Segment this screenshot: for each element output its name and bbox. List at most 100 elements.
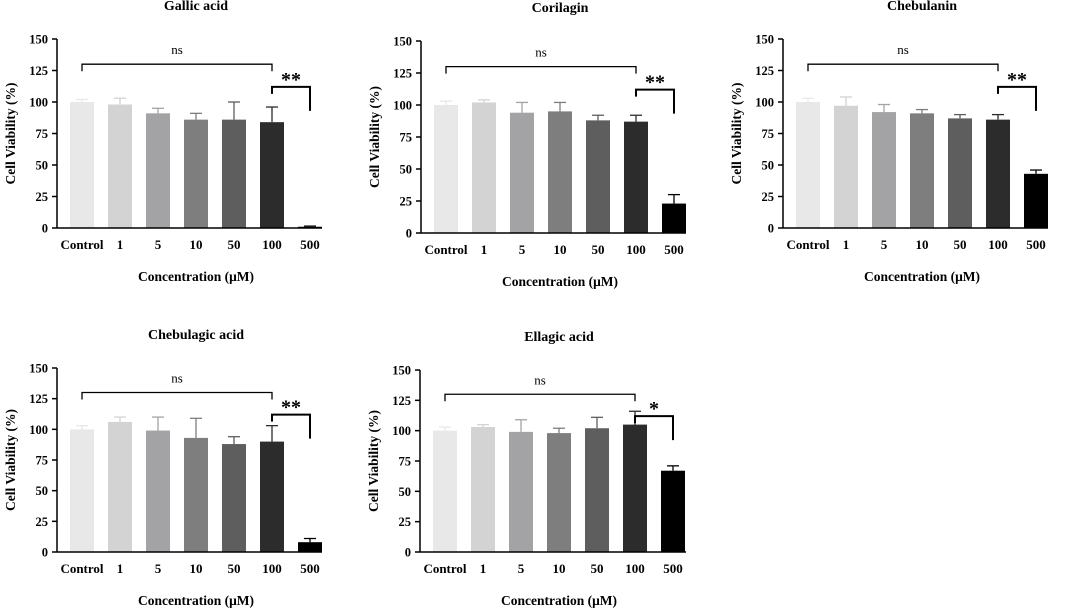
x-axis-label: Concentration (μM) [502, 274, 618, 289]
x-tick-label: Control [60, 561, 103, 576]
x-tick-label: 50 [228, 561, 241, 576]
y-tick-label: 100 [755, 96, 774, 110]
y-tick-label: 0 [406, 227, 412, 241]
y-tick-label: 25 [762, 190, 775, 204]
x-tick-label: 100 [625, 561, 645, 576]
x-tick-label: 5 [881, 237, 888, 252]
bar-10 [184, 119, 208, 228]
significance-bracket [635, 88, 675, 114]
significance-bracket [997, 85, 1037, 111]
bar-100 [624, 121, 648, 233]
bar-50 [222, 119, 246, 228]
chart-title: Corilagin [532, 1, 589, 16]
x-tick-label: 1 [117, 237, 124, 252]
y-tick-label: 100 [392, 424, 411, 438]
significance-label: ** [281, 397, 301, 419]
bar-Control [433, 430, 457, 552]
y-tick-label: 125 [29, 392, 48, 406]
significance-label: ** [1007, 69, 1027, 91]
significance-bracket [271, 85, 311, 111]
chart-title: Gallic acid [164, 0, 228, 14]
bar-1 [472, 102, 496, 233]
x-tick-label: Control [423, 561, 466, 576]
y-tick-label: 75 [400, 131, 413, 145]
y-axis-label: Cell Viability (%) [729, 83, 744, 185]
y-tick-label: 25 [36, 515, 49, 529]
x-tick-label: 100 [626, 242, 646, 257]
bar-500 [1024, 173, 1048, 228]
bar-1 [834, 105, 858, 228]
bar-1 [108, 104, 132, 228]
significance-bracket [634, 415, 674, 441]
x-tick-label: 500 [664, 242, 684, 257]
y-tick-label: 150 [755, 33, 774, 47]
y-axis-label: Cell Viability (%) [3, 409, 18, 511]
x-tick-label: 100 [262, 561, 282, 576]
bar-5 [146, 430, 170, 552]
significance-label: ns [171, 42, 183, 57]
y-tick-label: 75 [36, 127, 49, 141]
bar-50 [222, 444, 246, 552]
x-tick-label: Control [786, 237, 829, 252]
bar-10 [548, 111, 572, 233]
bar-Control [70, 102, 94, 228]
x-tick-label: 1 [117, 561, 124, 576]
bar-Control [70, 429, 94, 552]
x-tick-label: 1 [480, 561, 487, 576]
y-tick-label: 25 [399, 515, 412, 529]
x-tick-label: 10 [190, 561, 203, 576]
x-tick-label: Control [60, 237, 103, 252]
x-tick-label: 5 [155, 237, 162, 252]
y-tick-label: 0 [768, 222, 774, 236]
bar-10 [547, 433, 571, 552]
y-tick-label: 125 [755, 64, 774, 78]
y-tick-label: 150 [393, 35, 412, 49]
bar-Control [796, 102, 820, 228]
significance-bracket [807, 63, 999, 72]
x-axis-label: Concentration (μM) [864, 269, 980, 284]
x-tick-label: 50 [592, 242, 605, 257]
x-tick-label: 10 [916, 237, 929, 252]
significance-bracket [81, 391, 273, 400]
y-tick-label: 125 [392, 394, 411, 408]
significance-bracket [81, 63, 273, 72]
y-tick-label: 150 [392, 364, 411, 378]
bar-1 [471, 427, 495, 552]
x-tick-label: 50 [228, 237, 241, 252]
y-tick-label: 75 [762, 127, 775, 141]
x-tick-label: 10 [190, 237, 203, 252]
x-tick-label: 5 [518, 561, 525, 576]
y-tick-label: 50 [762, 159, 775, 173]
y-tick-label: 50 [399, 485, 412, 499]
y-tick-label: 25 [400, 195, 413, 209]
y-tick-label: 75 [36, 454, 49, 468]
y-tick-label: 25 [36, 190, 49, 204]
bar-5 [146, 113, 170, 228]
y-axis-label: Cell Viability (%) [3, 83, 18, 185]
x-tick-label: 5 [155, 561, 162, 576]
x-tick-label: 500 [300, 237, 320, 252]
x-tick-label: 100 [262, 237, 282, 252]
y-tick-label: 0 [42, 222, 48, 236]
x-tick-label: 100 [988, 237, 1008, 252]
y-tick-label: 100 [393, 99, 412, 113]
y-tick-label: 125 [393, 67, 412, 81]
y-tick-label: 75 [399, 455, 412, 469]
y-tick-label: 100 [29, 423, 48, 437]
significance-label: ns [535, 45, 547, 60]
bar-5 [872, 112, 896, 228]
y-tick-label: 150 [29, 362, 48, 376]
y-tick-label: 50 [400, 163, 413, 177]
bar-5 [509, 431, 533, 552]
y-tick-label: 125 [29, 64, 48, 78]
y-tick-label: 0 [42, 546, 48, 560]
significance-bracket [445, 65, 637, 74]
y-tick-label: 100 [29, 96, 48, 110]
x-tick-label: 500 [1026, 237, 1046, 252]
chart-title: Ellagic acid [524, 330, 594, 345]
bar-1 [108, 421, 132, 552]
x-tick-label: Control [424, 242, 467, 257]
